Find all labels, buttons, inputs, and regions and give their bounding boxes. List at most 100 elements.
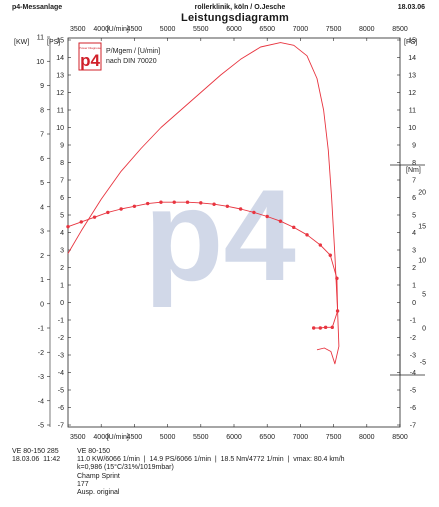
ps-tick-label-right: 10 bbox=[408, 125, 416, 132]
ps-tick-label: 11 bbox=[57, 108, 64, 115]
ps-tick-label-right: 13 bbox=[408, 73, 416, 80]
kw-axis-label: [KW] bbox=[14, 39, 29, 46]
x-tick-label-bottom: 5500 bbox=[193, 434, 209, 441]
system-name: p4-Messanlage bbox=[12, 4, 63, 11]
torque-point bbox=[335, 276, 339, 281]
x-tick-label-top: 5000 bbox=[160, 26, 176, 33]
ps-tick-label-right: 11 bbox=[409, 108, 416, 115]
ps-axis-label-left: [PS] bbox=[47, 39, 60, 46]
x-tick-label-top: 6000 bbox=[226, 26, 242, 33]
ps-tick-label-right: 1 bbox=[412, 283, 416, 290]
torque-point bbox=[335, 309, 340, 313]
ps-tick-label: 6 bbox=[60, 195, 64, 202]
nm-tick-label: 10 bbox=[418, 258, 426, 265]
x-unit-label-top: [U/min] bbox=[107, 26, 129, 33]
kw-tick-label: 7 bbox=[40, 132, 44, 139]
x-tick-label-top: 8500 bbox=[392, 26, 408, 33]
kw-tick-label: 8 bbox=[40, 107, 44, 114]
legend-line-2: nach DIN 70020 bbox=[106, 58, 157, 65]
legend-line-1: P/Mgem / [U/min] bbox=[106, 48, 160, 55]
x-tick-label-bottom: 8500 bbox=[392, 434, 408, 441]
kw-tick-label: 6 bbox=[40, 156, 44, 163]
kw-tick-label: -2 bbox=[38, 350, 44, 357]
torque-point bbox=[159, 200, 163, 204]
torque-point bbox=[199, 201, 203, 205]
ps-axis-label-right: [PS] bbox=[404, 39, 417, 46]
x-tick-label-bottom: 8000 bbox=[359, 434, 375, 441]
ps-tick-label-right: -3 bbox=[410, 353, 416, 360]
footer-exhaust: Ausp. original bbox=[77, 489, 120, 497]
torque-point bbox=[328, 253, 332, 257]
power-curve bbox=[67, 42, 340, 365]
torque-point bbox=[323, 325, 328, 330]
x-tick-label-top: 6500 bbox=[259, 26, 275, 33]
torque-point bbox=[66, 224, 70, 229]
x-tick-label-top: 5500 bbox=[193, 26, 209, 33]
torque-point bbox=[278, 219, 283, 223]
x-tick-label-bottom: 7500 bbox=[326, 434, 342, 441]
ps-tick-label: 15 bbox=[56, 38, 64, 45]
torque-point bbox=[145, 201, 150, 206]
nm-tick-label: 0 bbox=[422, 326, 426, 333]
footer-kit: 177 bbox=[77, 480, 89, 488]
x-tick-label-top: 7500 bbox=[326, 26, 342, 33]
x-tick-label-bottom: 5000 bbox=[160, 434, 176, 441]
ps-tick-label: 4 bbox=[60, 230, 64, 237]
ps-tick-label: 3 bbox=[60, 248, 64, 255]
torque-point bbox=[106, 210, 110, 215]
torque-point bbox=[318, 326, 323, 330]
watermark-text: p4 bbox=[144, 162, 296, 308]
torque-point bbox=[311, 326, 316, 330]
torque-point bbox=[92, 215, 97, 219]
torque-point bbox=[119, 207, 123, 211]
kw-tick-label: 3 bbox=[40, 229, 44, 236]
torque-point bbox=[265, 214, 269, 219]
kw-tick-label: -4 bbox=[38, 398, 44, 405]
footer-left-line-2: 18.03.06 11:42 bbox=[12, 456, 61, 464]
kw-tick-label: 5 bbox=[40, 180, 44, 187]
ps-tick-label-right: -1 bbox=[410, 318, 416, 325]
footer-left-line-1: VE 80-150 285 bbox=[12, 448, 59, 455]
logo-text: p4 bbox=[80, 51, 100, 70]
ps-tick-label: 12 bbox=[56, 90, 64, 97]
ps-tick-label: 1 bbox=[60, 283, 64, 290]
logo-small-text: Power Diagnose bbox=[79, 46, 101, 50]
ps-tick-label: 0 bbox=[60, 300, 64, 307]
x-tick-label-top: 4000 bbox=[93, 26, 109, 33]
ps-tick-label-right: -5 bbox=[410, 388, 416, 395]
torque-point bbox=[252, 210, 256, 215]
kw-tick-label: 10 bbox=[36, 59, 44, 66]
ps-tick-label-right: -6 bbox=[410, 405, 416, 412]
ps-tick-label: 7 bbox=[60, 178, 64, 185]
kw-tick-label: 0 bbox=[40, 301, 44, 308]
torque-point bbox=[212, 202, 216, 206]
ps-tick-label-right: 12 bbox=[408, 90, 416, 97]
ps-tick-label-right: -7 bbox=[410, 423, 416, 430]
footer-vehicle: VE 80-150 bbox=[77, 448, 111, 455]
workshop-name: rollerklinik, köln / O.Jesche bbox=[194, 4, 286, 11]
x-tick-label-top: 8000 bbox=[359, 26, 375, 33]
ps-tick-label-right: 4 bbox=[412, 230, 416, 237]
footer-correction: k=0,986 (15°C/31%/1019mbar) bbox=[77, 464, 174, 472]
torque-point bbox=[318, 243, 323, 247]
nm-tick-label: -5 bbox=[420, 360, 426, 367]
torque-point bbox=[238, 207, 243, 211]
ps-tick-label-right: 15 bbox=[408, 38, 416, 45]
ps-tick-label-right: 14 bbox=[408, 55, 416, 62]
ps-tick-label: 8 bbox=[60, 160, 64, 167]
ps-tick-label-right: 8 bbox=[412, 160, 416, 167]
x-tick-label-bottom: 4000 bbox=[93, 434, 109, 441]
ps-tick-label-right: 0 bbox=[412, 300, 416, 307]
x-tick-label-top: 7000 bbox=[293, 26, 309, 33]
x-tick-label-bottom: 7000 bbox=[293, 434, 309, 441]
kw-tick-label: -3 bbox=[38, 374, 44, 381]
ps-tick-label-right: 7 bbox=[412, 178, 416, 185]
x-unit-label-bottom: [U/min] bbox=[107, 434, 129, 441]
ps-tick-label: 5 bbox=[60, 213, 64, 220]
torque-point bbox=[305, 233, 309, 237]
x-tick-label-bottom: 6000 bbox=[226, 434, 242, 441]
ps-tick-label: 2 bbox=[60, 265, 64, 272]
ps-tick-label: -2 bbox=[58, 335, 64, 342]
nm-tick-label: 15 bbox=[418, 224, 426, 231]
